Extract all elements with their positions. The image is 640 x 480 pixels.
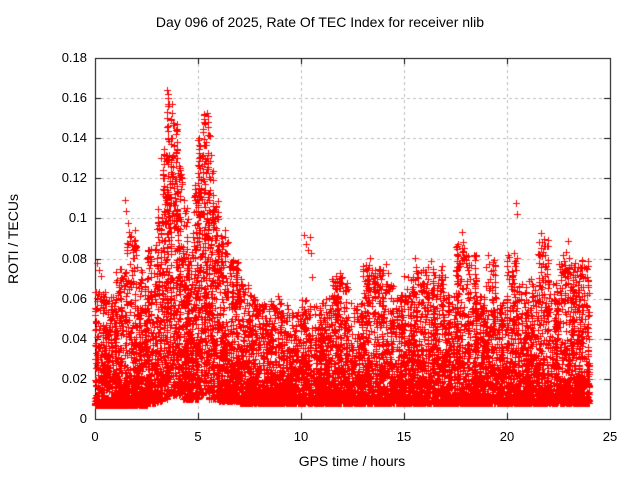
ytick-label-0.16: 0.16 <box>61 90 87 105</box>
ytick-label-0.02: 0.02 <box>61 371 87 386</box>
ytick-label-0: 0 <box>79 411 87 426</box>
xtick-label-25: 25 <box>602 429 618 444</box>
xtick-label-15: 15 <box>396 429 412 444</box>
ytick-label-0.14: 0.14 <box>61 130 87 145</box>
ytick-label-0.12: 0.12 <box>61 170 87 185</box>
ytick-label-0.1: 0.1 <box>68 210 87 225</box>
ytick-label-0.18: 0.18 <box>61 50 87 65</box>
xtick-label-5: 5 <box>194 429 202 444</box>
xtick-label-10: 10 <box>293 429 309 444</box>
xtick-label-20: 20 <box>499 429 515 444</box>
ytick-label-0.08: 0.08 <box>61 251 87 266</box>
xtick-label-0: 0 <box>91 429 99 444</box>
ytick-label-0.06: 0.06 <box>61 291 87 306</box>
x-axis-label: GPS time / hours <box>298 453 406 469</box>
ytick-label-0.04: 0.04 <box>61 331 87 346</box>
